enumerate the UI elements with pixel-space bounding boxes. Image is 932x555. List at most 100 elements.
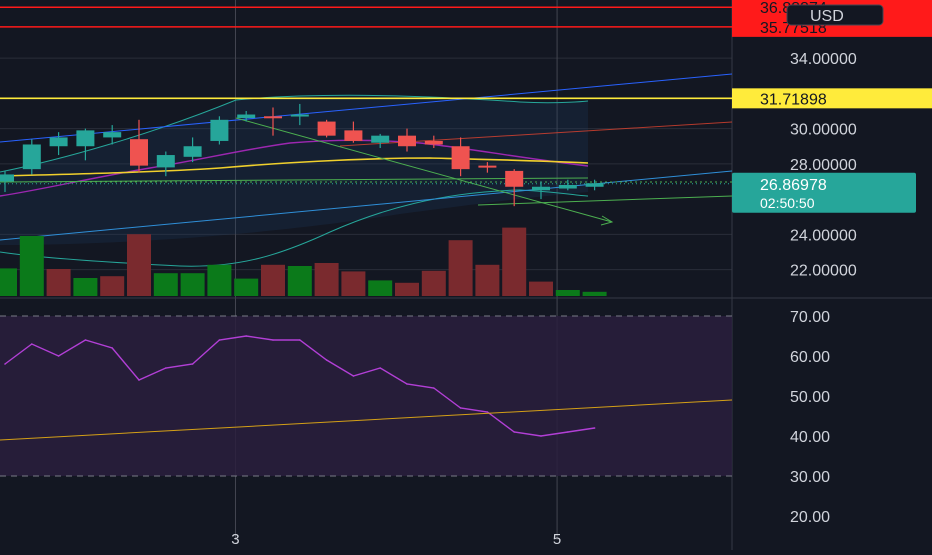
moving-average-layer bbox=[0, 73, 733, 267]
time-tick-label: 3 bbox=[231, 531, 239, 548]
price-tick-label: 30.00000 bbox=[790, 122, 857, 139]
trend-line-green-diagonal bbox=[235, 117, 613, 223]
candle-body bbox=[183, 146, 202, 157]
rsi-tick-label: 60.00 bbox=[790, 349, 830, 366]
axis-layer: 34.00000 30.00000 28.00000 24.00000 22.00000… bbox=[231, 0, 932, 548]
current-price-label: 26.86978 bbox=[760, 177, 827, 194]
candle-body bbox=[22, 144, 41, 170]
volume-bar bbox=[341, 271, 366, 296]
volume-bar bbox=[287, 266, 312, 296]
price-tick-label: 24.00000 bbox=[790, 227, 857, 244]
candle-body bbox=[532, 186, 550, 191]
currency-badge bbox=[786, 4, 884, 26]
time-tick-label: 5 bbox=[553, 531, 561, 548]
rsi-tick-label: 30.00 bbox=[790, 469, 830, 486]
bollinger-upper-line bbox=[0, 94, 589, 173]
support-line-green bbox=[477, 195, 733, 206]
candle-body bbox=[290, 114, 309, 117]
volume-bar bbox=[127, 234, 151, 296]
candle-body bbox=[264, 116, 282, 119]
rsi-point bbox=[165, 367, 167, 369]
candle-body bbox=[130, 139, 148, 166]
rsi-point bbox=[299, 339, 301, 341]
ma-fast-line bbox=[0, 139, 589, 197]
price-tick-label: 28.00000 bbox=[790, 157, 857, 174]
rsi-tick-label: 20.00 bbox=[790, 509, 830, 526]
trend-arrow-head bbox=[600, 215, 614, 226]
candle-body bbox=[210, 119, 229, 141]
rsi-point bbox=[513, 431, 515, 433]
current-price-badge bbox=[732, 172, 916, 213]
rsi-point bbox=[57, 355, 60, 357]
rsi-trendline bbox=[0, 399, 733, 441]
rsi-point bbox=[4, 363, 6, 365]
trend-line-blue-upper bbox=[0, 73, 733, 143]
rsi-point bbox=[352, 375, 355, 377]
rsi-point bbox=[31, 343, 33, 345]
candle-body bbox=[237, 114, 256, 119]
rsi-point bbox=[459, 407, 462, 409]
volume-bar bbox=[0, 268, 17, 296]
horizontal-level-layer bbox=[0, 6, 732, 185]
volume-bar bbox=[261, 264, 285, 296]
candle-body bbox=[585, 183, 604, 187]
price-tick-label: 34.00000 bbox=[790, 51, 857, 68]
candle-body bbox=[558, 185, 577, 189]
rsi-band-fill bbox=[0, 316, 732, 476]
candle-body bbox=[398, 135, 416, 147]
candle-body bbox=[49, 137, 68, 147]
candle-body bbox=[344, 130, 363, 141]
rsi-point bbox=[567, 431, 569, 433]
candle-layer bbox=[0, 103, 604, 207]
volume-layer bbox=[0, 227, 607, 296]
candle-body bbox=[478, 165, 497, 168]
volume-bar bbox=[555, 290, 580, 296]
rsi-point bbox=[406, 383, 408, 385]
rsi-point bbox=[191, 363, 194, 365]
candle-body bbox=[317, 121, 336, 136]
rsi-point bbox=[84, 339, 87, 341]
rsi-point bbox=[325, 359, 328, 361]
volume-bar bbox=[529, 281, 553, 296]
volume-bar bbox=[421, 270, 446, 296]
candle-body bbox=[505, 170, 524, 187]
rsi-point bbox=[218, 339, 221, 341]
price-level-badge bbox=[732, 88, 932, 109]
rsi-layer bbox=[0, 315, 733, 477]
ma-green-line bbox=[0, 177, 589, 183]
volume-bar bbox=[46, 269, 71, 296]
candle-body bbox=[0, 174, 14, 182]
volume-bar bbox=[73, 278, 98, 296]
candle-body bbox=[424, 140, 443, 145]
rsi-point bbox=[111, 347, 113, 349]
volume-bar bbox=[19, 236, 44, 296]
rsi-point bbox=[593, 427, 596, 429]
candle-body bbox=[156, 155, 175, 168]
currency-label: USD bbox=[810, 8, 844, 25]
rsi-point bbox=[486, 411, 489, 413]
rsi-point bbox=[272, 339, 274, 341]
volume-bar bbox=[234, 278, 259, 296]
volume-bar bbox=[100, 276, 125, 296]
rsi-point bbox=[433, 387, 435, 389]
rsi-tick-label: 50.00 bbox=[790, 389, 830, 406]
volume-bar bbox=[448, 240, 473, 296]
volume-bar bbox=[582, 291, 607, 296]
volume-bar bbox=[502, 227, 527, 296]
rsi-point bbox=[138, 379, 140, 381]
bollinger-lower-line bbox=[0, 189, 589, 267]
volume-bar bbox=[368, 280, 393, 296]
volume-bar bbox=[395, 282, 419, 296]
candle-body bbox=[103, 132, 122, 138]
volume-bar bbox=[475, 264, 500, 296]
rsi-tick-label: 40.00 bbox=[790, 429, 830, 446]
candle-body bbox=[451, 146, 470, 170]
ma-slow-line bbox=[0, 157, 589, 177]
volume-bar bbox=[153, 273, 178, 296]
countdown-label: 02:50:50 bbox=[760, 195, 815, 211]
rsi-point bbox=[540, 435, 542, 437]
volume-bar bbox=[207, 264, 232, 296]
volume-bar bbox=[314, 263, 339, 296]
